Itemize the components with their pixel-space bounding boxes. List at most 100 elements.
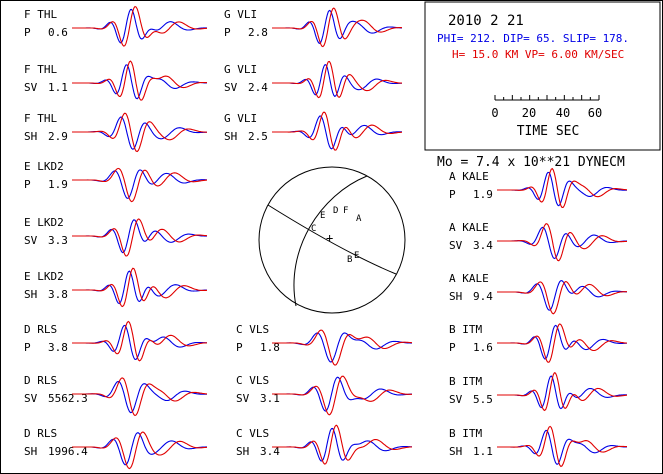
observed-trace <box>272 111 403 151</box>
amplitude-label: 3.8 <box>48 341 68 354</box>
waveform-panels: F THL P 0.6 F THL SV 1.1 F THL SH 2.9 E LKD2 P 1.9 E… <box>24 5 628 470</box>
amplitude-label: 3.1 <box>260 392 280 405</box>
seismic-moment: Mo = 7.4 x 10**21 DYNECM <box>437 155 625 170</box>
amplitude-label: 5562.3 <box>48 392 88 405</box>
station-marker: A <box>356 214 362 224</box>
station-label: A KALE <box>449 221 489 234</box>
component-label: SH <box>24 445 37 458</box>
component-label: P <box>449 188 456 201</box>
station-label: G VLI <box>224 63 257 76</box>
station-label: C VLS <box>236 323 269 336</box>
event-date: 2010 2 21 <box>448 13 524 29</box>
component-label: P <box>449 341 456 354</box>
component-label: P <box>24 178 31 191</box>
component-label: SH <box>236 445 249 458</box>
time-scale-tick-label: 20 <box>522 106 536 120</box>
amplitude-label: 5.5 <box>473 393 493 406</box>
time-scale-label: TIME SEC <box>517 124 580 139</box>
synthetic-trace <box>72 116 207 150</box>
amplitude-label: 1.1 <box>473 445 493 458</box>
observed-trace <box>497 425 627 468</box>
component-label: P <box>24 26 31 39</box>
time-scale-tick-label: 0 <box>491 106 498 120</box>
station-label: B ITM <box>449 427 482 440</box>
waveform-panel: G VLI P 2.8 <box>224 7 403 48</box>
observed-trace <box>272 7 403 48</box>
observed-trace <box>497 223 627 262</box>
observed-trace <box>72 5 208 47</box>
station-marker: E <box>320 211 325 221</box>
amplitude-label: 1996.4 <box>48 445 88 458</box>
station-label: F THL <box>24 63 57 76</box>
component-label: SV <box>224 81 238 94</box>
station-marker: B <box>347 255 352 265</box>
station-label: E LKD2 <box>24 270 64 283</box>
waveform-panel: C VLS P 1.8 <box>236 323 413 366</box>
waveform-panel: D RLS SV 5562.3 <box>24 374 208 417</box>
observed-trace <box>497 281 627 315</box>
waveform-panel: F THL P 0.6 <box>24 5 208 47</box>
p-axis-marker: + <box>326 231 333 245</box>
component-label: SV <box>236 392 250 405</box>
station-label: D RLS <box>24 427 57 440</box>
observed-trace <box>72 218 208 257</box>
amplitude-label: 3.4 <box>260 445 280 458</box>
synthetic-trace <box>72 64 208 100</box>
amplitude-label: 3.4 <box>473 239 493 252</box>
station-label: F THL <box>24 8 57 21</box>
station-label: D RLS <box>24 323 57 336</box>
component-label: P <box>236 341 243 354</box>
synthetic-trace <box>72 8 207 44</box>
waveform-panel: F THL SV 1.1 <box>24 60 208 101</box>
synthetic-trace <box>72 169 207 199</box>
observed-trace <box>72 267 208 308</box>
observed-trace <box>272 329 413 366</box>
amplitude-label: 2.8 <box>248 26 268 39</box>
waveform-panel: G VLI SH 2.5 <box>224 111 403 151</box>
observed-trace <box>72 60 207 101</box>
amplitude-label: 2.9 <box>48 130 68 143</box>
waveform-panel: B ITM SV 5.5 <box>449 372 628 412</box>
observed-trace <box>72 377 208 417</box>
station-label: C VLS <box>236 374 269 387</box>
waveform-panel: D RLS P 3.8 <box>24 320 208 362</box>
waveform-panel: C VLS SV 3.1 <box>236 374 412 416</box>
waveform-panel: D RLS SH 1996.4 <box>24 427 208 470</box>
observed-trace <box>72 431 208 470</box>
nodal-plane-1 <box>267 204 397 275</box>
amplitude-label: 1.9 <box>48 178 68 191</box>
component-label: SV <box>24 234 38 247</box>
synthetic-trace <box>497 324 627 360</box>
focal-mechanism: + E D F A C B E <box>258 166 406 314</box>
synthetic-trace <box>72 324 207 360</box>
component-label: SH <box>24 130 37 143</box>
amplitude-label: 2.5 <box>248 130 268 143</box>
observed-trace <box>272 424 413 465</box>
station-label: E LKD2 <box>24 160 64 173</box>
station-marker: C <box>311 224 316 234</box>
waveform-panel: A KALE SV 3.4 <box>449 221 628 262</box>
component-label: P <box>224 26 231 39</box>
observed-trace <box>497 323 627 363</box>
station-label: A KALE <box>449 170 489 183</box>
waveform-panel: A KALE P 1.9 <box>449 167 628 208</box>
synthetic-trace <box>72 270 208 305</box>
waveform-panel: F THL SH 2.9 <box>24 112 207 153</box>
station-marker: D <box>333 206 338 216</box>
focal-sphere <box>258 166 406 314</box>
amplitude-label: 1.1 <box>48 81 68 94</box>
amplitude-label: 0.6 <box>48 26 68 39</box>
station-label: F THL <box>24 112 57 125</box>
waveform-panel: E LKD2 SV 3.3 <box>24 216 208 257</box>
component-label: SV <box>24 81 38 94</box>
observed-trace <box>272 375 412 416</box>
station-label: G VLI <box>224 8 257 21</box>
station-label: D RLS <box>24 374 57 387</box>
component-label: SH <box>224 130 237 143</box>
info-box-frame <box>424 1 661 151</box>
waveform-panel: C VLS SH 3.4 <box>236 424 413 465</box>
amplitude-label: 3.3 <box>48 234 68 247</box>
amplitude-label: 1.6 <box>473 341 493 354</box>
observed-trace <box>272 60 402 99</box>
